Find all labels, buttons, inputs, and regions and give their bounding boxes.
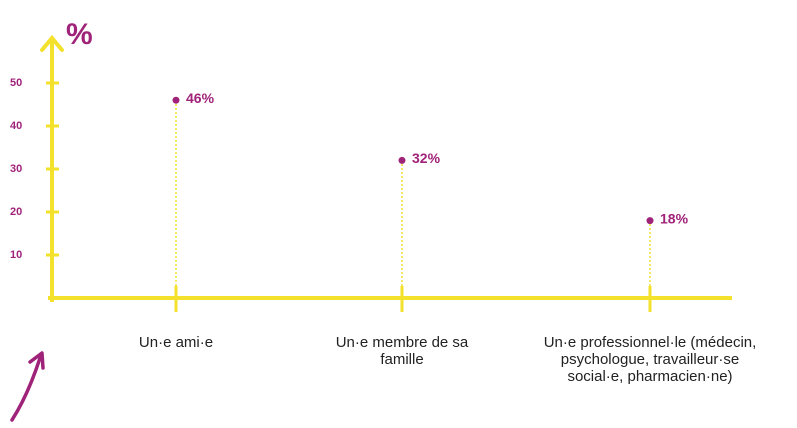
dot — [646, 217, 654, 225]
y-tick-label: 10 — [10, 249, 22, 261]
y-axis-arrow — [40, 34, 64, 52]
y-axis-label: % — [66, 18, 93, 51]
dot — [398, 156, 406, 164]
dot — [172, 96, 180, 104]
x-tick-label: Un·e professionnel·le (médecin, psycholo… — [543, 334, 757, 385]
decor-arrow-head — [28, 351, 45, 370]
y-tick-label: 40 — [10, 120, 22, 132]
value-label: 46% — [186, 90, 215, 106]
value-label: 18% — [660, 210, 689, 226]
x-tick-label: Un·e ami·e — [138, 334, 214, 351]
y-tick-label: 50 — [10, 77, 22, 89]
x-tick-label: Un·e membre de sa famille — [335, 334, 469, 368]
value-label: 32% — [412, 150, 441, 166]
y-tick-label: 20 — [10, 206, 22, 218]
y-tick-label: 30 — [10, 163, 22, 175]
decor-arrow — [10, 356, 42, 422]
